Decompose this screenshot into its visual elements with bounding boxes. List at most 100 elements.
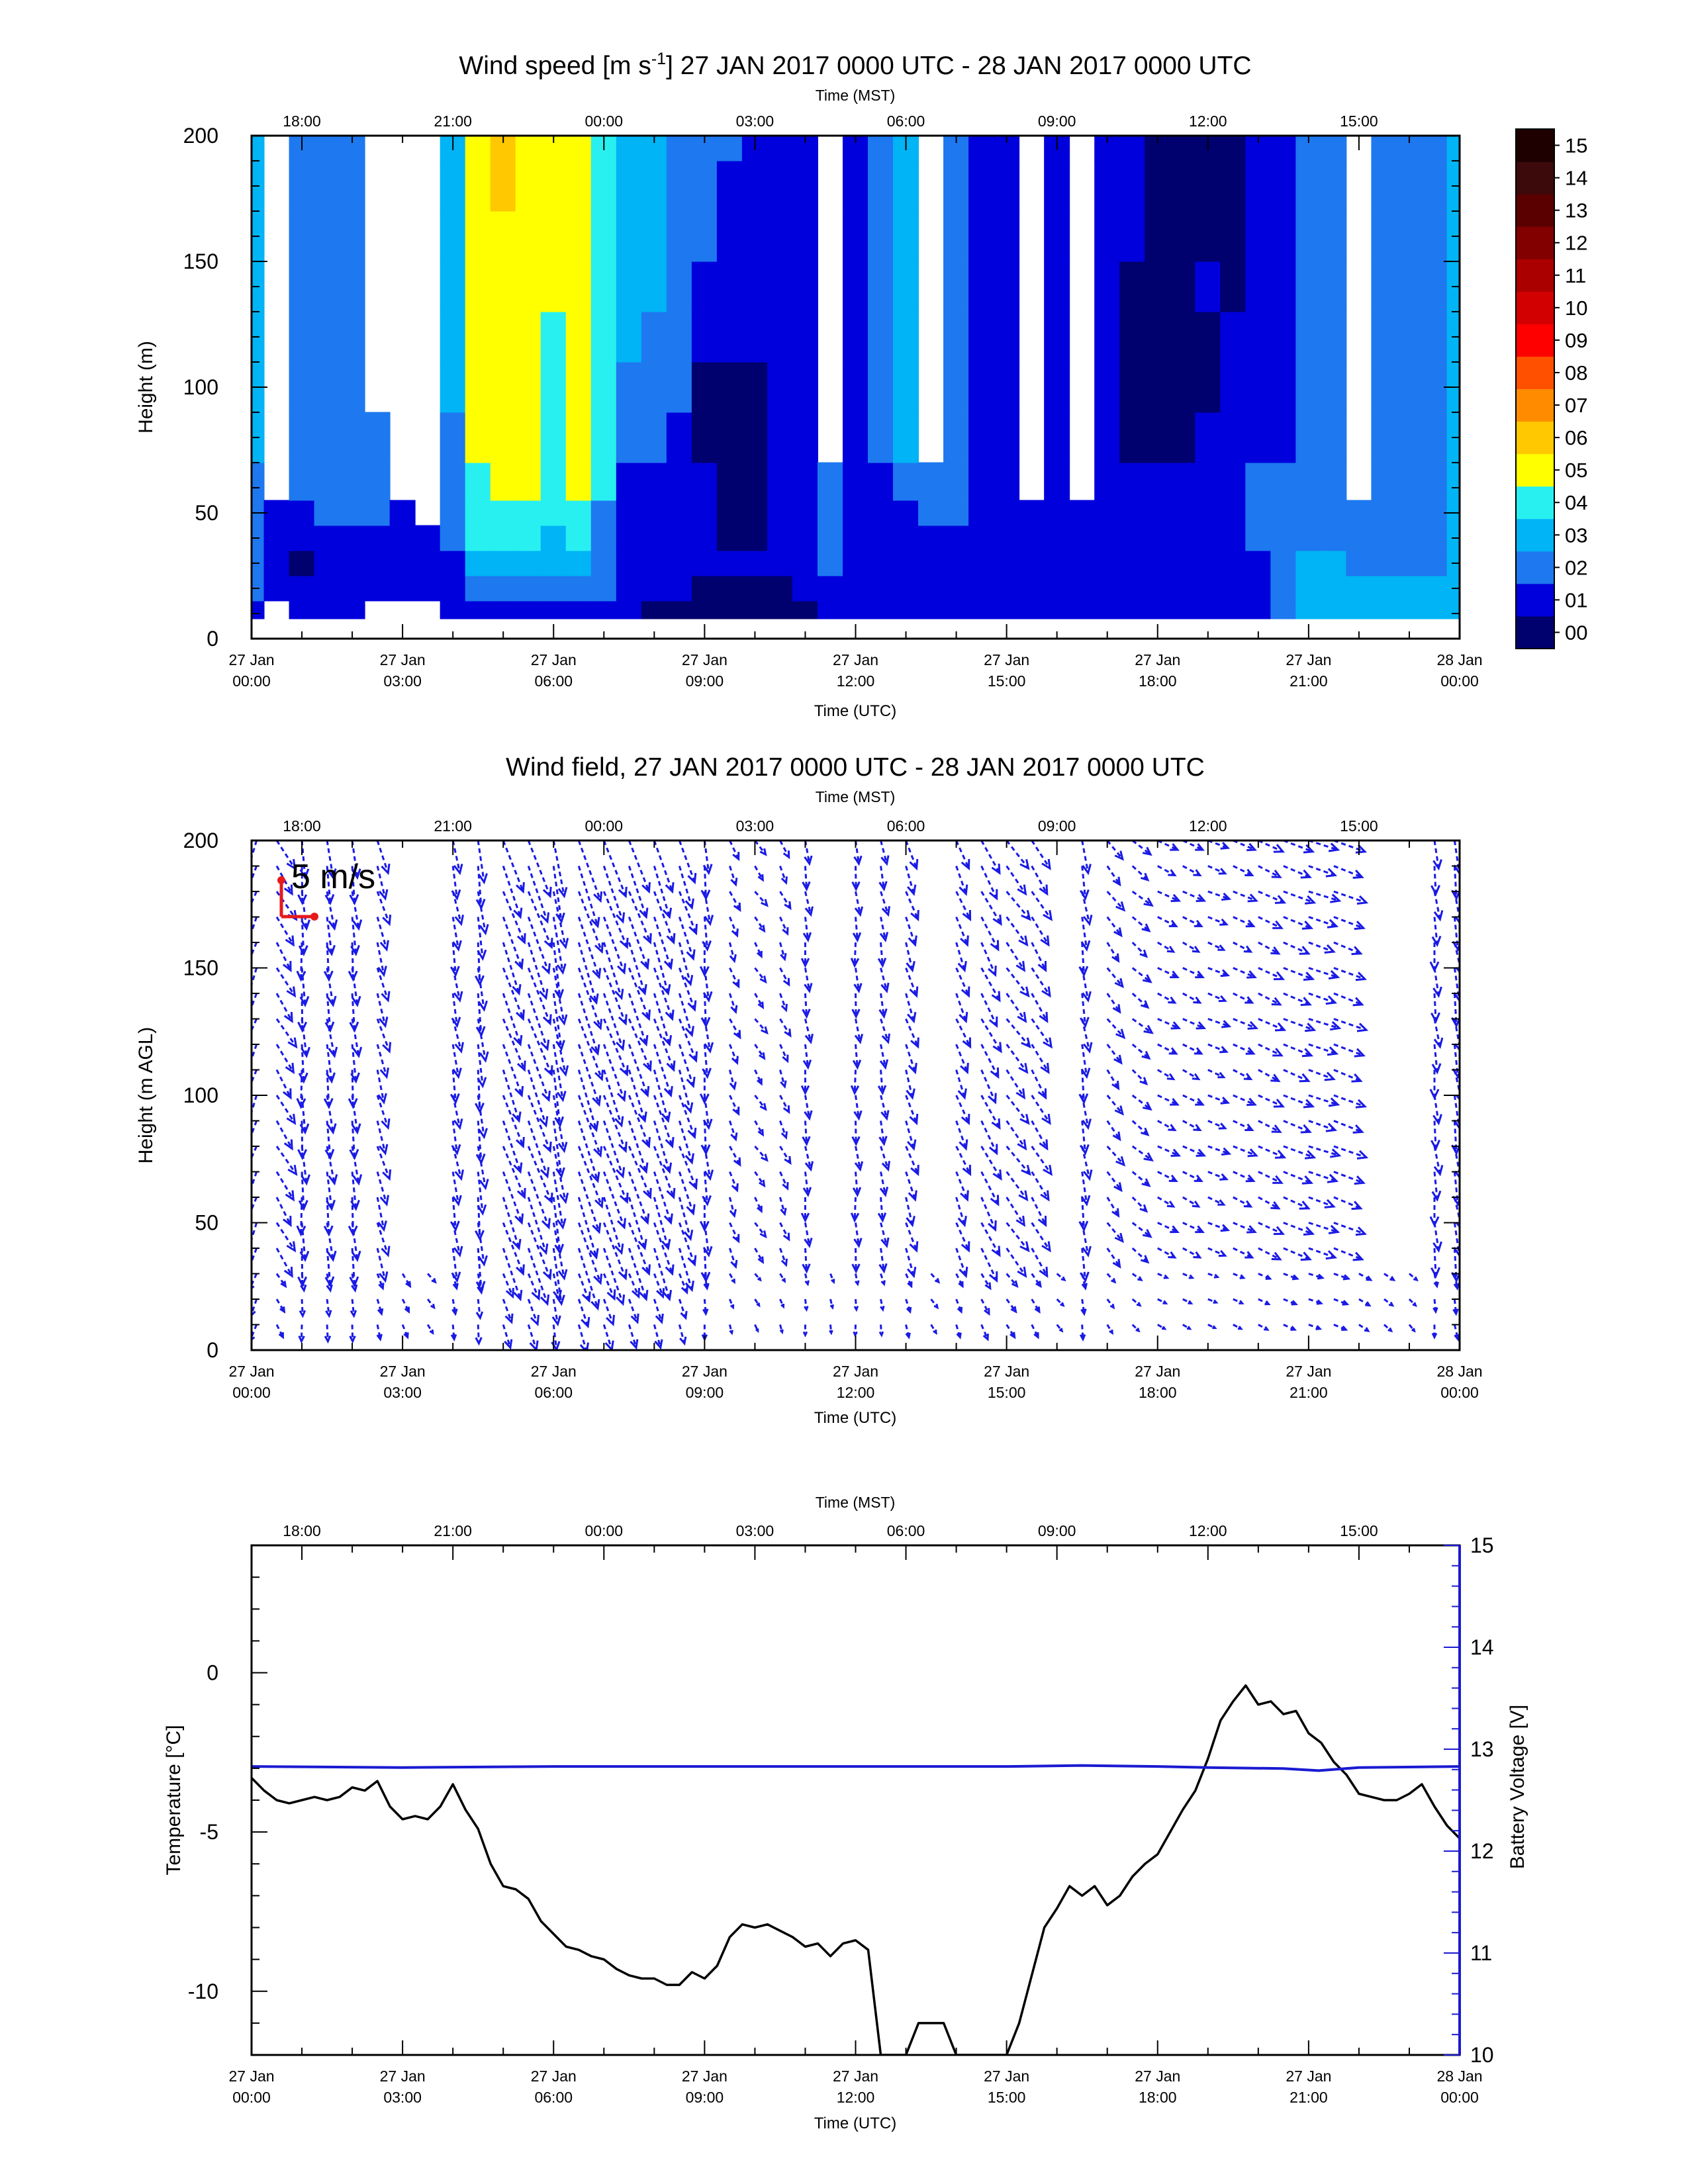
heatmap-cell	[968, 311, 995, 363]
y-tick-label: 200	[183, 124, 218, 148]
wind-vector	[1283, 1298, 1298, 1306]
wind-vector	[702, 917, 712, 952]
heatmap-cell	[918, 525, 945, 551]
heatmap-cell	[1270, 575, 1297, 602]
wind-vector	[552, 942, 565, 1001]
heatmap-cell	[263, 575, 290, 602]
wind-vector	[376, 942, 387, 978]
wind-vector	[1182, 841, 1205, 851]
heatmap-cell	[792, 550, 818, 576]
wind-vector	[602, 967, 628, 1026]
heatmap-cell	[252, 600, 265, 619]
wind-vector	[552, 1069, 565, 1128]
wind-vector	[1106, 1197, 1120, 1218]
heatmap-cell	[767, 600, 793, 619]
x-tick-label-day: 27 Jan	[380, 2068, 426, 2085]
x-tick-label-time: 00:00	[232, 2089, 271, 2106]
wind-vector	[376, 1324, 383, 1342]
wind-vector	[451, 1222, 463, 1257]
heatmap-cell	[1195, 550, 1221, 576]
wind-vector	[349, 993, 359, 1033]
colorbar-swatch	[1516, 615, 1554, 649]
wind-vector	[1233, 1069, 1253, 1081]
wind-vector	[1106, 1248, 1121, 1269]
wind-vector	[754, 865, 765, 882]
heatmap-cell	[1019, 550, 1045, 576]
wind-vector	[475, 942, 485, 987]
heatmap-cell	[1346, 525, 1372, 551]
wind-vector	[1031, 891, 1053, 921]
x-tick-label-day: 27 Jan	[531, 2068, 577, 2085]
x-tick-label-time: 12:00	[837, 2089, 875, 2106]
wind-vector	[1308, 890, 1342, 903]
heatmap-cell	[540, 261, 567, 312]
wind-vector	[275, 1095, 297, 1125]
wind-vector	[1258, 1120, 1282, 1133]
wind-vector	[1106, 1298, 1115, 1310]
scale-arrow-head	[277, 876, 285, 884]
wind-vector	[800, 942, 810, 968]
wind-field-vectors	[252, 841, 1460, 1350]
wind-vector	[1432, 1095, 1442, 1126]
wind-vector	[754, 1044, 766, 1060]
wind-scale-key: 5 m/s	[277, 858, 375, 921]
wind-vector	[1106, 865, 1121, 887]
wind-vector	[527, 1146, 553, 1205]
heatmap-cell	[440, 361, 466, 413]
wind-vector	[252, 993, 258, 1010]
colorbar-label: 13	[1565, 199, 1587, 222]
x-tick-label-time: 00:00	[232, 672, 271, 690]
heatmap-cell	[1044, 550, 1070, 576]
heatmap-cell	[1346, 550, 1372, 576]
wind-vector	[252, 1171, 258, 1190]
wind-vector	[326, 1095, 337, 1135]
heatmap-cell	[842, 525, 869, 551]
wind-vector	[1207, 1273, 1220, 1279]
heatmap-cell	[893, 600, 919, 619]
heatmap-cell	[767, 361, 793, 413]
wind-vector	[1308, 1043, 1339, 1056]
y-tick-label: 150	[183, 956, 218, 980]
heatmap-cell	[1044, 210, 1070, 262]
colorbar-label: 15	[1565, 134, 1587, 158]
colorbar-label: 01	[1565, 588, 1587, 612]
wind-vector	[980, 1146, 1002, 1181]
wind-vector	[1258, 992, 1282, 1006]
heatmap-cell	[893, 525, 919, 551]
x-tick-label-time: 00:00	[232, 1384, 271, 1401]
heatmap-cell	[1371, 412, 1397, 463]
wind-vector	[1429, 942, 1440, 973]
heatmap-cell	[289, 575, 315, 602]
wind-vector	[1157, 865, 1177, 877]
wind-vector	[653, 1171, 673, 1225]
y-tick-label: -5	[200, 1820, 218, 1844]
heatmap-cell	[289, 525, 315, 551]
wind-vector	[275, 1120, 293, 1151]
wind-vector	[1308, 841, 1340, 852]
wind-speed-title-sup: -1	[651, 50, 666, 68]
heatmap-cell	[590, 210, 617, 262]
heatmap-cell	[1094, 311, 1121, 363]
wind-vector	[475, 1248, 486, 1293]
wind-vector	[475, 993, 486, 1038]
heatmap-cell	[1321, 136, 1347, 161]
x2-tick-label: 12:00	[1189, 817, 1227, 835]
wind-vector	[905, 1146, 919, 1177]
wind-vector	[252, 917, 258, 935]
wind-vector	[1031, 942, 1047, 973]
wind-vector	[1106, 942, 1120, 963]
heatmap-cell	[1220, 500, 1246, 526]
heatmap-cell	[1119, 525, 1146, 551]
wind-vector	[1383, 1273, 1396, 1281]
wind-vector	[602, 1120, 626, 1179]
wind-vector	[800, 1197, 810, 1223]
heatmap-cell	[339, 160, 365, 212]
wind-vector	[854, 1146, 864, 1172]
heatmap-cell	[1170, 311, 1196, 363]
wind-vector	[1182, 967, 1205, 979]
heatmap-cell	[767, 500, 793, 526]
wind-vector	[325, 1298, 332, 1318]
wind-vector	[1433, 1019, 1444, 1049]
wind-vector	[804, 1095, 813, 1121]
